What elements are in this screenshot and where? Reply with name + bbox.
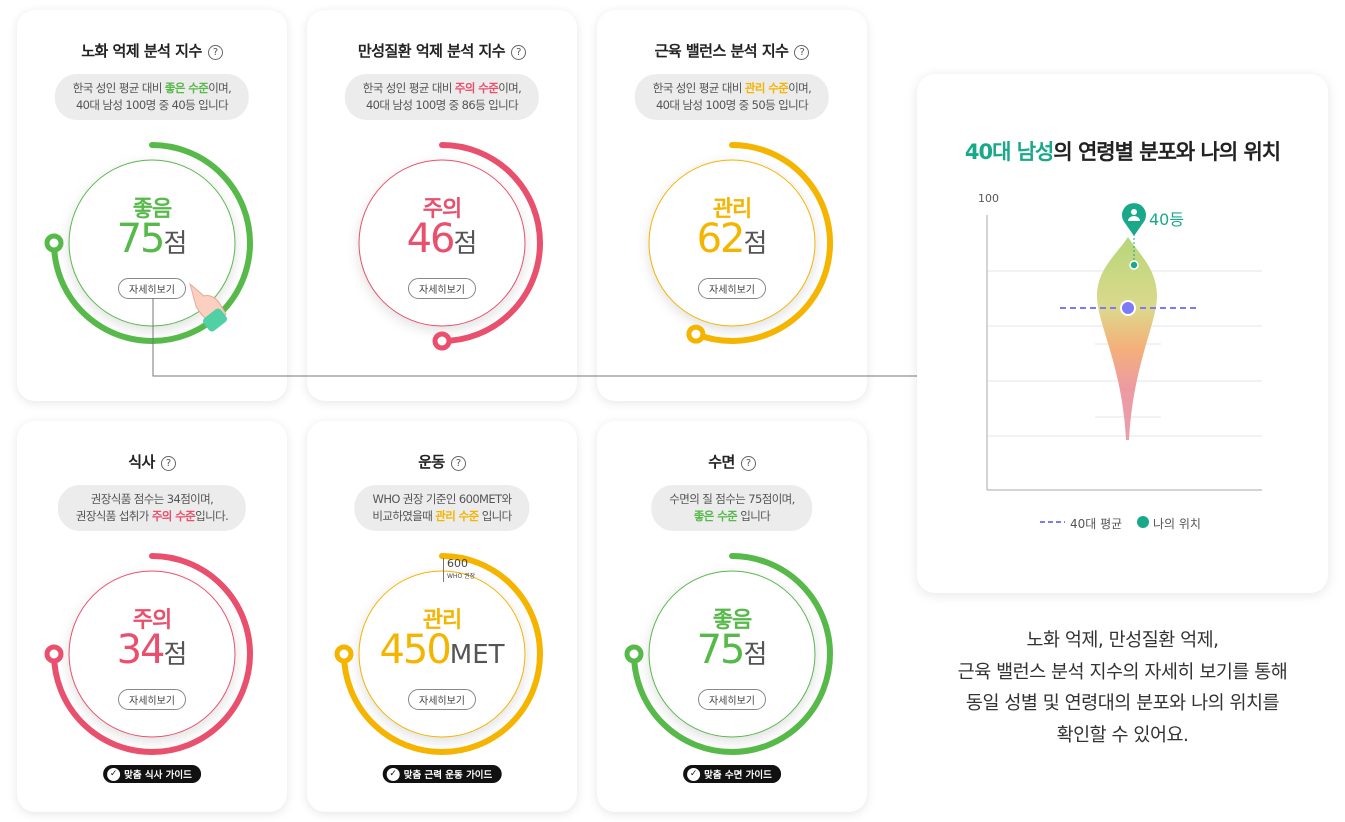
card-title: 식사? (17, 451, 287, 472)
score-value: 34점 (116, 627, 188, 673)
card-title: 근육 밸런스 분석 지수? (597, 40, 867, 61)
score-value: 46점 (406, 216, 478, 262)
summary-pill: 한국 성인 평균 대비 관리 수준이며, 40대 남성 100명 중 50등 입… (634, 74, 830, 120)
question-circle-icon[interactable]: ? (740, 456, 756, 471)
summary-pill: WHO 권장 기준인 600MET와 비교하였을때 관리 수준 입니다 (354, 485, 530, 531)
detail-button[interactable]: 자세히보기 (698, 278, 766, 299)
question-circle-icon[interactable]: ? (207, 45, 223, 60)
question-circle-icon[interactable]: ? (160, 456, 176, 471)
card-muscle: 근육 밸런스 분석 지수? 한국 성인 평균 대비 관리 수준이며, 40대 남… (597, 10, 867, 401)
score-value: 62점 (696, 216, 768, 262)
score-gauge (358, 142, 543, 351)
y-axis-max-label: 100 (978, 192, 999, 205)
grade-label: 관리 (712, 197, 752, 222)
check-circle-icon: ✓ (107, 767, 121, 781)
gauge-end-dot (686, 324, 706, 344)
detail-button[interactable]: 자세히보기 (118, 278, 186, 299)
grade-label: 좋음 (132, 197, 172, 222)
violin-chart (986, 203, 1262, 528)
grade-label: 주의 (422, 197, 462, 222)
average-dot (1120, 300, 1136, 316)
score-value: 450MET (379, 627, 505, 673)
grade-label: 좋음 (712, 608, 752, 633)
gauge-end-dot (44, 233, 64, 253)
gauge-arc (341, 553, 543, 755)
score-value: 75점 (696, 627, 768, 673)
my-position-dot (1129, 260, 1139, 270)
description: 노화 억제, 만성질환 억제, 근육 밸런스 분석 지수의 자세히 보기를 통해… (957, 630, 1288, 746)
card-title: 만성질환 억제 분석 지수? (307, 40, 577, 61)
card-title: 운동? (307, 451, 577, 472)
gauge-end-dot (432, 331, 452, 351)
card-diet: 식사? 권장식품 점수는 34점이며, 권장식품 섭취가 주의 수준입니다. 주… (17, 421, 287, 812)
card-chronic: 만성질환 억제 분석 지수? 한국 성인 평균 대비 주의 수준이며, 40대 … (307, 10, 577, 401)
gauge-inner-circle (648, 159, 816, 327)
score-gauge (648, 142, 833, 344)
guide-button[interactable]: ✓ 맞춤 수면 가이드 (683, 765, 781, 783)
gauge-end-dot (44, 644, 64, 664)
panel-title: 40대 남성의 연령별 분포와 나의 위치 (964, 140, 1281, 164)
detail-button[interactable]: 자세히보기 (698, 689, 766, 710)
score-gauge (44, 553, 253, 755)
detail-button[interactable]: 자세히보기 (118, 689, 186, 710)
summary-pill: 권장식품 점수는 34점이며, 권장식품 섭취가 주의 수준입니다. (57, 485, 247, 531)
card-aging: 노화 억제 분석 지수? 한국 성인 평균 대비 좋은 수준이며, 40대 남성… (17, 10, 287, 401)
gauge-inner-circle (358, 159, 526, 327)
grade-label: 관리 (422, 608, 462, 633)
detail-button[interactable]: 자세히보기 (408, 278, 476, 299)
card-sleep: 수면? 수면의 질 점수는 75점이며, 좋은 수준 입니다 좋음 75점 자세… (597, 421, 867, 812)
card-title: 수면? (597, 451, 867, 472)
gauge-arc (439, 142, 543, 344)
score-value: 75점 (116, 216, 188, 262)
gauge-inner-circle (68, 570, 236, 738)
my-rank-label: 40등 (1149, 210, 1185, 229)
detail-button[interactable]: 자세히보기 (408, 689, 476, 710)
violin-shape (1097, 237, 1157, 440)
grade-label: 주의 (132, 608, 172, 633)
score-gauge (624, 553, 833, 755)
score-gauge (334, 553, 543, 755)
gauge-inner-circle (648, 570, 816, 738)
gauge-arc (631, 553, 833, 755)
gauge-end-dot (334, 644, 354, 664)
pointing-hand-icon (189, 282, 227, 332)
distribution-panel: 40대 남성의 연령별 분포와 나의 위치 100 40등 40대 평균 나의 … (917, 74, 1328, 593)
check-circle-icon: ✓ (687, 767, 701, 781)
question-circle-icon[interactable]: ? (794, 45, 810, 60)
card-exercise: 운동? WHO 권장 기준인 600MET와 비교하였을때 관리 수준 입니다 … (307, 421, 577, 812)
question-circle-icon[interactable]: ? (450, 456, 466, 471)
card-title: 노화 억제 분석 지수? (17, 40, 287, 61)
gauge-arc (692, 142, 833, 344)
guide-button[interactable]: ✓ 맞춤 근력 운동 가이드 (382, 765, 502, 783)
legend-me-label: 나의 위치 (1153, 517, 1201, 531)
legend-me-icon (1137, 516, 1149, 528)
question-circle-icon[interactable]: ? (511, 45, 527, 60)
guide-button[interactable]: ✓ 맞춤 식사 가이드 (103, 765, 201, 783)
gauge-inner-circle (68, 159, 236, 327)
summary-pill: 한국 성인 평균 대비 주의 수준이며, 40대 남성 100명 중 86등 입… (344, 74, 540, 120)
summary-pill: 수면의 질 점수는 75점이며, 좋은 수준 입니다 (651, 485, 813, 531)
legend-avg-label: 40대 평균 (1070, 517, 1123, 531)
gauge-inner-circle (358, 570, 526, 738)
who-marker: 600 WHO 권장 (443, 558, 475, 582)
my-position-pin-icon (1122, 203, 1146, 236)
summary-pill: 한국 성인 평균 대비 좋은 수준이며, 40대 남성 100명 중 40등 입… (54, 74, 250, 120)
check-circle-icon: ✓ (386, 767, 400, 781)
gauge-end-dot (624, 644, 644, 664)
gauge-arc (51, 553, 253, 755)
